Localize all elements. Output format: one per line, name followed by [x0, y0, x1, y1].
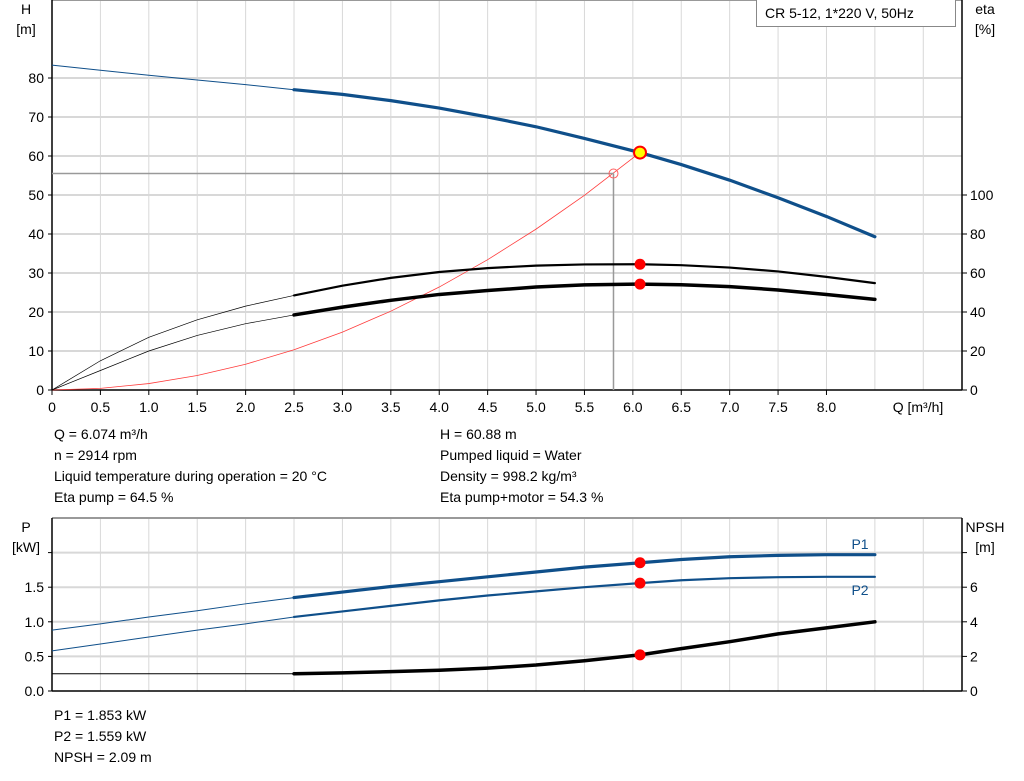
- top-tick-label-left: 0: [36, 382, 44, 398]
- x-tick-label: 6.0: [623, 399, 643, 415]
- system-curve: [51, 152, 641, 391]
- readout-eta-total: Eta pump+motor = 54.3 %: [440, 489, 604, 505]
- x-axis-label: Q [m³/h]: [893, 399, 944, 415]
- top-tick-label-right: 100: [970, 187, 994, 203]
- readout-liquid: Pumped liquid = Water: [440, 447, 582, 463]
- bottom-tick-label-left: 1.0: [25, 614, 45, 630]
- top-tick-label-left: 30: [28, 265, 44, 281]
- readout-density: Density = 998.2 kg/m³: [440, 468, 577, 484]
- x-tick-label: 3.5: [381, 399, 401, 415]
- eta-pump-curve: [292, 263, 876, 297]
- readouts-bottom: P1 = 1.853 kW P2 = 1.559 kW NPSH = 2.09 …: [54, 705, 152, 768]
- top-tick-label-right: 60: [970, 265, 986, 281]
- duty-point-eta-pump-motor: [634, 278, 646, 290]
- p1-curve: [292, 553, 877, 600]
- npsh-curve: [292, 620, 877, 676]
- bottom-tick-label-right: 4: [970, 614, 978, 630]
- readout-temp: Liquid temperature during operation = 20…: [54, 468, 327, 484]
- x-tick-label: 0.5: [91, 399, 111, 415]
- top-tick-label-right: 40: [970, 304, 986, 320]
- bottom-tick-label-right: 2: [970, 648, 978, 664]
- bottom-ylabel-left: P: [21, 519, 30, 535]
- top-ylabel-right: eta: [975, 1, 995, 17]
- x-tick-label: 8.0: [817, 399, 837, 415]
- x-tick-label: 2.5: [284, 399, 304, 415]
- duty-point-npsh: [634, 649, 646, 661]
- top-ylabel-left-unit: [m]: [16, 21, 35, 37]
- x-tick-label: 3.0: [333, 399, 353, 415]
- top-tick-label-left: 50: [28, 187, 44, 203]
- duty-point-p1: [634, 557, 646, 569]
- readout-eta-pump: Eta pump = 64.5 %: [54, 489, 174, 505]
- readout-h: H = 60.88 m: [440, 426, 517, 442]
- bottom-tick-label-left: 1.5: [25, 579, 45, 595]
- p2-curve-extrapolated: [51, 616, 295, 652]
- readout-p2: P2 = 1.559 kW: [54, 728, 147, 744]
- pump-title-box: CR 5-12, 1*220 V, 50Hz: [756, 0, 956, 27]
- bottom-tick-label-right: 6: [970, 579, 978, 595]
- duty-point-eta-pump: [634, 258, 646, 270]
- top-tick-label-left: 80: [28, 70, 44, 86]
- bottom-tick-label-left: 0.5: [25, 648, 45, 664]
- requested-point-marker: [608, 168, 619, 179]
- readout-npsh: NPSH = 2.09 m: [54, 749, 152, 765]
- readouts-left: Q = 6.074 m³/h n = 2914 rpm Liquid tempe…: [54, 424, 327, 508]
- x-tick-label: 0: [48, 399, 56, 415]
- top-tick-label-left: 60: [28, 148, 44, 164]
- p2-curve: [292, 575, 876, 619]
- x-tick-label: 4.0: [429, 399, 449, 415]
- top-tick-label-left: 70: [28, 109, 44, 125]
- readout-q: Q = 6.074 m³/h: [54, 426, 148, 442]
- top-tick-label-right: 0: [970, 382, 978, 398]
- x-tick-label: 5.0: [526, 399, 546, 415]
- eta-pump-motor-curve: [292, 282, 877, 317]
- bottom-ylabel-left-unit: [kW]: [12, 539, 40, 555]
- x-tick-label: 5.5: [575, 399, 595, 415]
- top-tick-label-right: 20: [970, 343, 986, 359]
- bottom-ylabel-right-unit: [m]: [975, 539, 994, 555]
- x-tick-label: 1.5: [187, 399, 207, 415]
- readout-n: n = 2914 rpm: [54, 447, 137, 463]
- bottom-tick-label-left: 0.0: [25, 683, 45, 699]
- pump-title: CR 5-12, 1*220 V, 50Hz: [765, 5, 914, 21]
- bottom-ylabel-right: NPSH: [966, 519, 1005, 535]
- top-tick-label-left: 10: [28, 343, 44, 359]
- top-ylabel-right-unit: [%]: [975, 21, 995, 37]
- p2-label: P2: [851, 582, 868, 598]
- top-tick-label-left: 20: [28, 304, 44, 320]
- readout-p1: P1 = 1.853 kW: [54, 707, 147, 723]
- eta-pump-curve-extrapolated: [51, 295, 295, 391]
- top-ylabel-left: H: [21, 1, 31, 17]
- top-tick-label-left: 40: [28, 226, 44, 242]
- duty-point-p2: [634, 577, 646, 589]
- x-tick-label: 6.5: [672, 399, 692, 415]
- head-curve-extrapolated: [51, 64, 295, 91]
- readouts-right: H = 60.88 m Pumped liquid = Water Densit…: [440, 424, 603, 508]
- p1-label: P1: [851, 536, 868, 552]
- x-tick-label: 7.0: [720, 399, 740, 415]
- head-curve: [292, 88, 877, 239]
- bottom-tick-label-right: 0: [970, 683, 978, 699]
- x-tick-label: 7.5: [768, 399, 788, 415]
- p1-curve-extrapolated: [51, 597, 295, 631]
- x-tick-label: 4.5: [478, 399, 498, 415]
- x-tick-label: 2.0: [236, 399, 256, 415]
- duty-point-head: [633, 145, 648, 160]
- top-tick-label-right: 80: [970, 226, 986, 242]
- x-tick-label: 1.0: [139, 399, 159, 415]
- eta-pump-motor-curve-extrapolated: [51, 314, 295, 391]
